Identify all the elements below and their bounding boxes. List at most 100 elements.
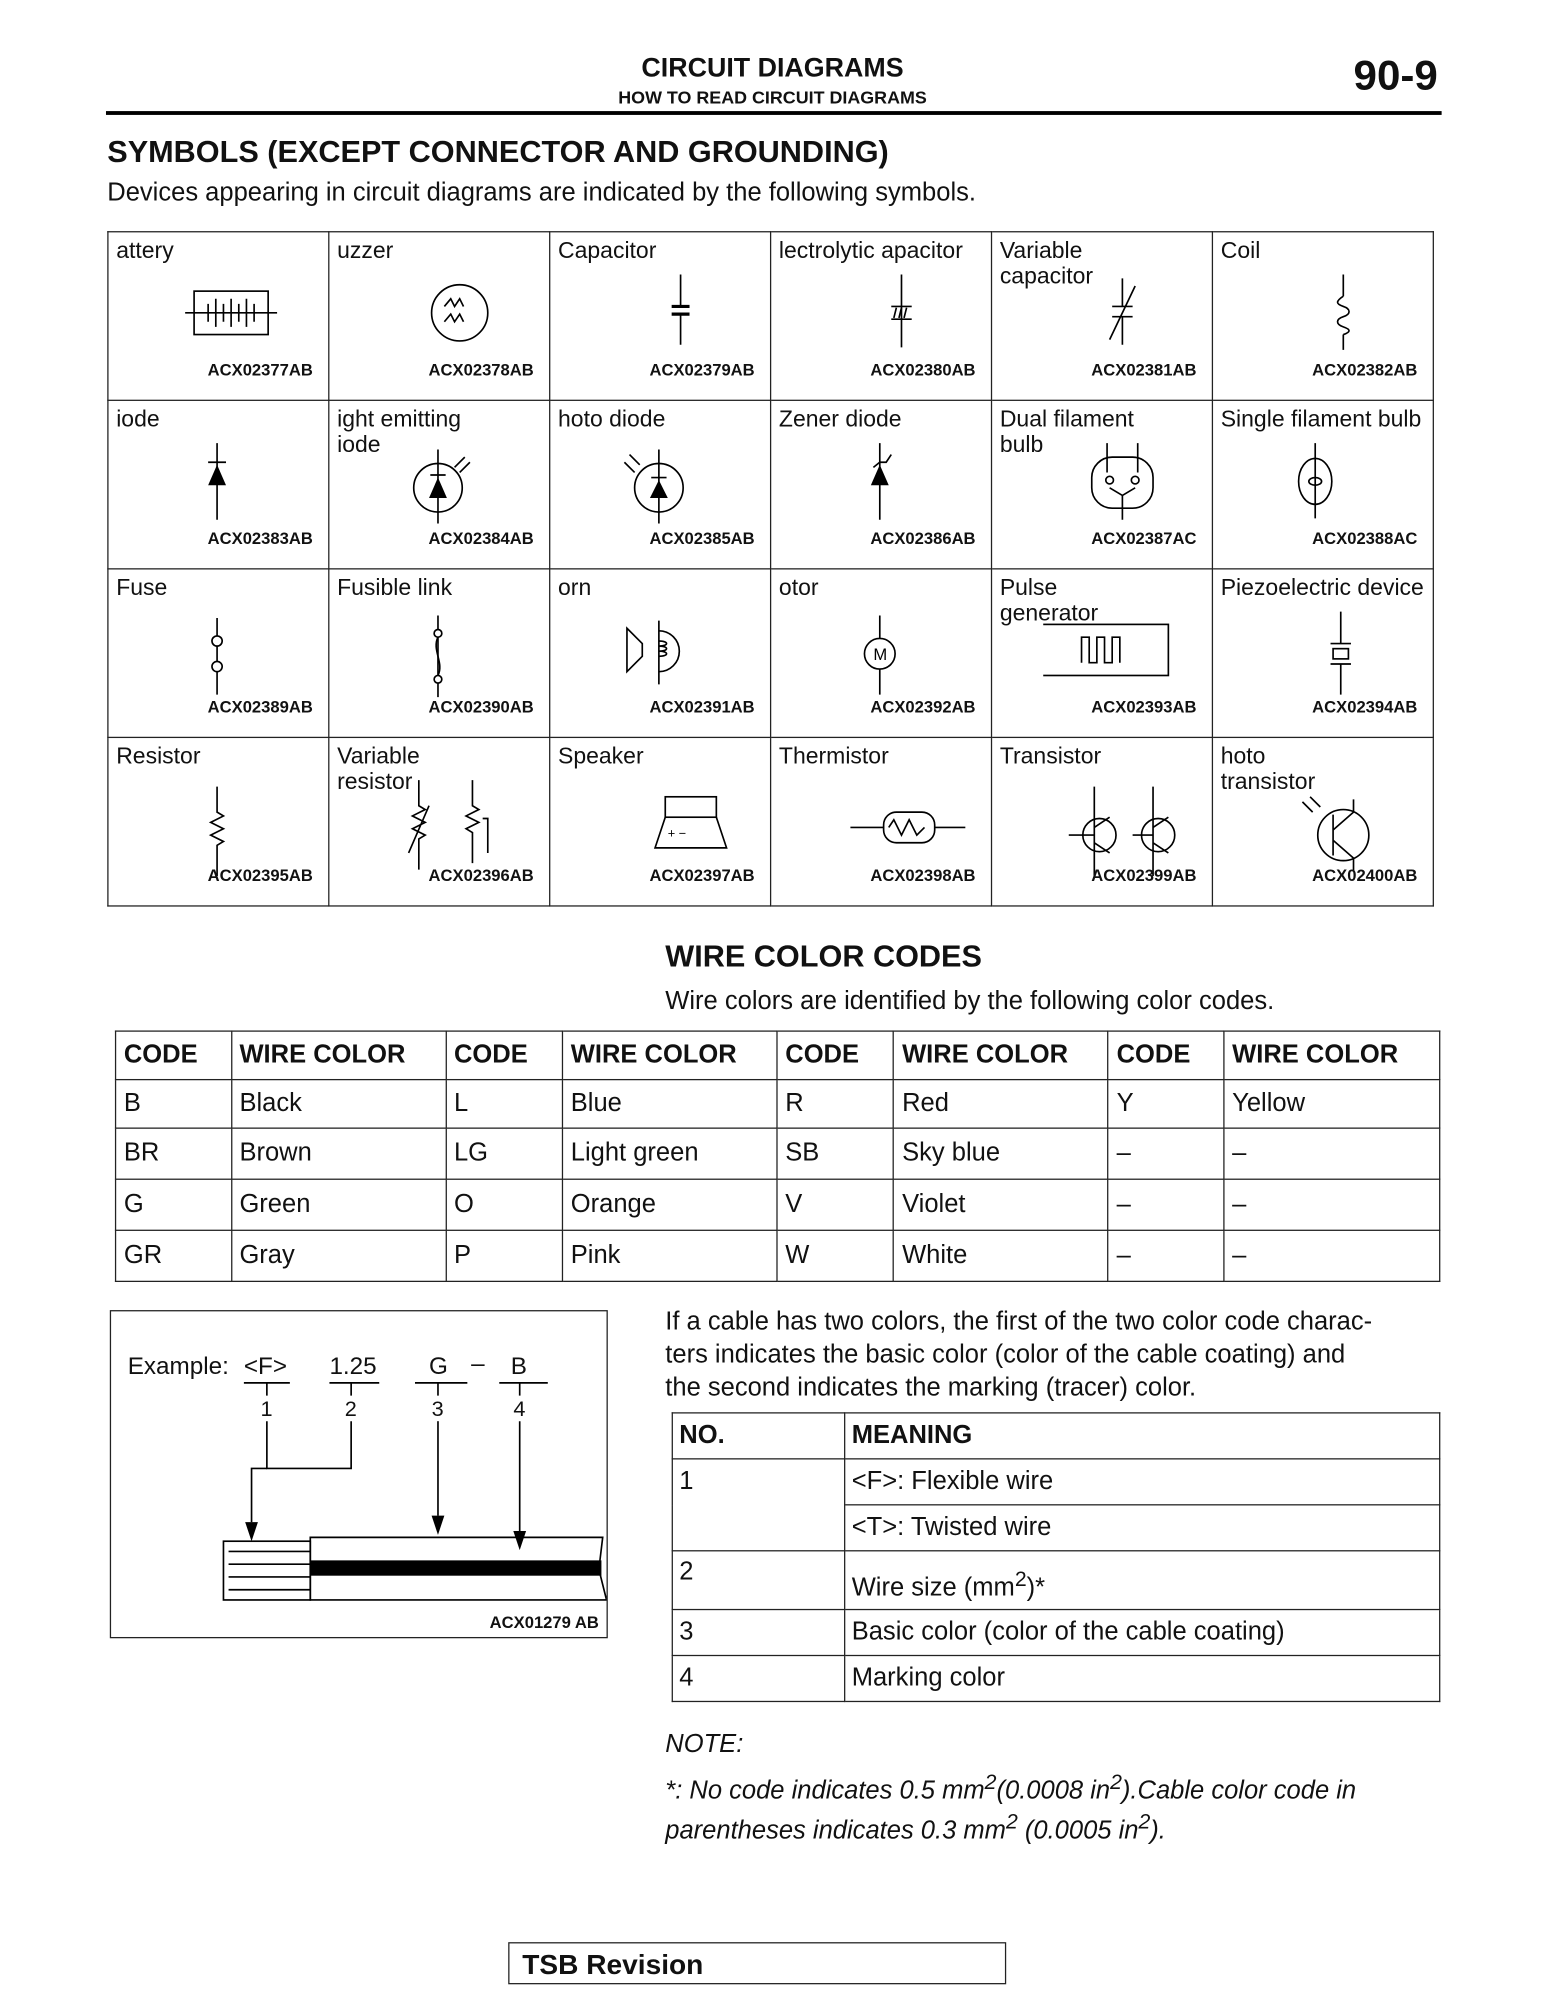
symbol-label: Resistor <box>116 743 201 769</box>
varcap-symbol-icon <box>1108 278 1136 345</box>
symbol-cell: Variable capacitor ACX02381AB <box>990 231 1214 401</box>
pulse-symbol-icon <box>1043 623 1170 677</box>
wire-color-cell: Sky blue <box>893 1127 1109 1180</box>
symbol-label: Piezoelectric device <box>1220 574 1424 601</box>
example-part-1: <F> <box>243 1353 288 1381</box>
note-text: (0.0008 in <box>996 1777 1111 1806</box>
header-rule <box>105 111 1442 115</box>
table-header-row: NO. MEANING <box>671 1412 1441 1460</box>
code-cell: SB <box>776 1127 895 1180</box>
speaker-symbol-icon: + − <box>653 795 728 849</box>
row-meaning: Wire size (mm2)* <box>844 1550 1441 1611</box>
code-cell: G <box>114 1178 232 1231</box>
code-cell: CODE <box>776 1030 895 1081</box>
table-row: 4 Marking color <box>671 1654 1441 1703</box>
symbol-code: ACX02389AB <box>207 697 313 717</box>
symbol-cell: iode ACX02383AB <box>107 399 330 570</box>
symbol-label: Zener diode <box>778 406 902 432</box>
fuse-symbol-icon <box>211 618 224 695</box>
capacitor-symbol-icon <box>671 274 690 345</box>
header-subtitle: HOW TO READ CIRCUIT DIAGRAMS <box>618 86 927 108</box>
symbol-cell: Single filament bulb ACX02388AC <box>1211 399 1434 570</box>
symbol-label: lectrolytic apacitor <box>778 237 963 264</box>
symbol-cell: Dual filament bulb ACX02387AC <box>990 399 1214 570</box>
symbol-cell: ight emitting iode ACX02384AB <box>328 399 551 570</box>
symbol-cell: Capacitor ACX02379AB <box>549 231 772 401</box>
symbol-label: Fuse <box>116 574 168 601</box>
code-cell: V <box>776 1178 895 1231</box>
code-cell: O <box>444 1178 564 1231</box>
row-no: 4 <box>671 1654 846 1703</box>
two-color-line: If a cable has two colors, the first of … <box>665 1307 1373 1336</box>
row-meaning: Basic color (color of the cable coating) <box>844 1608 1441 1657</box>
symbol-label: Single filament bulb <box>1220 406 1422 432</box>
symbol-label: Dual filament bulb <box>999 406 1134 458</box>
svg-text:+ −: + − <box>668 826 686 841</box>
symbol-cell: Variable resistor ACX02396AB <box>328 736 551 907</box>
table-row: 1 <F>: Flexible wire <box>671 1458 1441 1552</box>
superscript: 2 <box>1110 1769 1122 1795</box>
example-number-2: 2 <box>344 1396 357 1422</box>
symbol-code: ACX02382AB <box>1312 360 1418 380</box>
wire-color-cell: Yellow <box>1223 1078 1441 1129</box>
note-text: ). <box>1150 1816 1166 1845</box>
symbols-heading: SYMBOLS (EXCEPT CONNECTOR AND GROUNDING) <box>107 135 889 170</box>
wire-color-cell: – <box>1223 1178 1441 1231</box>
wire-color-heading: WIRE COLOR CODES <box>665 939 982 975</box>
symbol-label: Coil <box>1220 237 1261 264</box>
code-cell: – <box>1107 1127 1225 1180</box>
note-text: (0.0005 in <box>1017 1816 1139 1845</box>
symbol-code: ACX02394AB <box>1312 697 1418 717</box>
row-no: 2 <box>671 1550 846 1611</box>
motor-symbol-icon: M <box>863 615 896 695</box>
electrolytic-symbol-icon <box>891 274 912 348</box>
symbol-code: ACX02391AB <box>649 697 755 717</box>
code-cell: CODE <box>1107 1030 1225 1081</box>
symbol-code: ACX02377AB <box>207 360 313 380</box>
code-cell: – <box>1107 1229 1225 1283</box>
wire-color-cell: WIRE COLOR <box>561 1030 778 1081</box>
symbol-label: Pulse generator <box>999 574 1099 626</box>
superscript: 2 <box>1138 1809 1151 1834</box>
symbols-row: iode ACX02383AB ight emitting iode ACX02384… <box>107 399 1434 570</box>
example-number-3: 3 <box>431 1396 444 1422</box>
table-row: GR Gray P Pink W White – – <box>114 1229 1441 1283</box>
wire-color-cell: Pink <box>561 1229 778 1283</box>
coil-symbol-icon <box>1336 274 1350 350</box>
symbol-code: ACX02400AB <box>1312 865 1418 885</box>
symbol-code: ACX02384AB <box>428 528 534 548</box>
thermistor-symbol-icon <box>850 811 966 844</box>
wire-color-cell: – <box>1223 1229 1441 1283</box>
two-color-line: the second indicates the marking (tracer… <box>665 1373 1197 1403</box>
symbol-code: ACX02387AC <box>1091 528 1197 548</box>
wire-color-cell: WIRE COLOR <box>893 1030 1109 1081</box>
symbol-code: ACX02393AB <box>1091 697 1197 717</box>
two-color-line: ters indicates the basic color (color of… <box>665 1340 1346 1369</box>
symbol-cell: orn ACX02391AB <box>549 568 772 739</box>
table-row: <T>: Twisted wire <box>672 1504 1441 1552</box>
symbol-cell: Resistor ACX02395AB <box>107 736 330 907</box>
battery-symbol-icon <box>185 290 278 336</box>
superscript: 2 <box>984 1769 997 1795</box>
code-cell: CODE <box>444 1030 564 1081</box>
symbol-code: ACX02392AB <box>870 697 976 717</box>
symbol-cell: Piezoelectric device ACX02394AB <box>1211 568 1434 739</box>
symbol-label: Capacitor <box>558 237 657 264</box>
table-row: 2 Wire size (mm2)* <box>671 1550 1441 1611</box>
note-text: ).Cable color code in <box>1121 1777 1357 1806</box>
symbol-code: ACX02378AB <box>428 360 534 380</box>
wire-color-cell: WIRE COLOR <box>1223 1030 1441 1081</box>
table-header-row: CODE WIRE COLOR CODE WIRE COLOR CODE WIRE COL… <box>114 1030 1441 1081</box>
symbols-row: Resistor ACX02395AB Variable resistor ACX02… <box>107 736 1434 907</box>
symbol-label: otor <box>778 574 819 601</box>
wire-color-cell: Light green <box>561 1127 778 1180</box>
code-cell: BR <box>114 1127 232 1180</box>
symbol-cell: hoto transistor ACX02400AB <box>1211 736 1434 907</box>
symbol-cell: Thermistor ACX02398AB <box>769 736 993 907</box>
code-cell: R <box>776 1078 895 1129</box>
symbol-cell: Pulse generator ACX02393AB <box>990 568 1214 739</box>
wire-color-cell: – <box>1223 1127 1441 1180</box>
buzzer-symbol-icon <box>430 283 489 342</box>
table-row: G Green O Orange V Violet – – <box>114 1178 1441 1231</box>
